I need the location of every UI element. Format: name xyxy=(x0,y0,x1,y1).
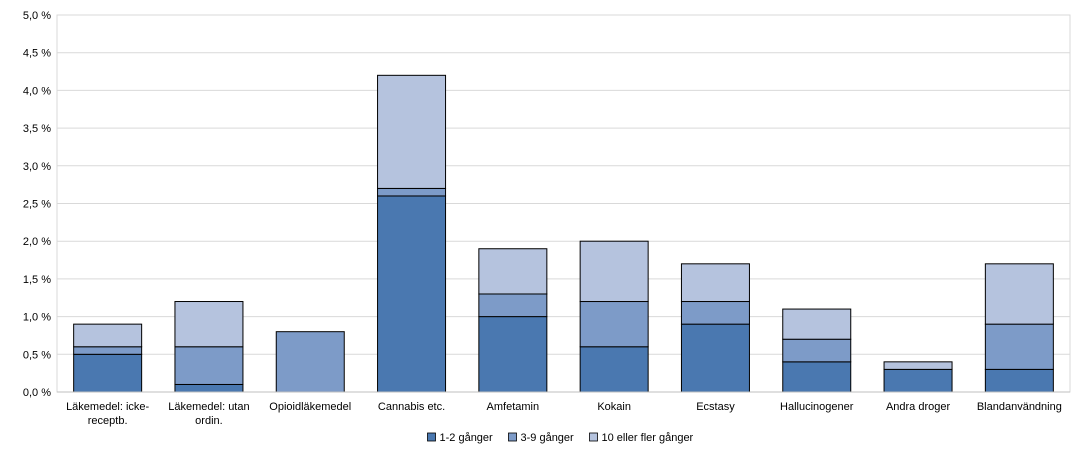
bar-segment-1 xyxy=(478,316,548,393)
legend-swatch xyxy=(427,432,436,442)
bar-segment-2 xyxy=(984,323,1054,370)
legend: 1-2 gånger 3-9 gånger 10 eller fler gånger xyxy=(427,432,694,444)
bar-segment-3 xyxy=(73,323,143,348)
y-tick-label: 1,5 % xyxy=(23,274,51,286)
x-category-label-line: receptb. xyxy=(88,415,128,427)
legend-label: 10 eller fler gånger xyxy=(602,432,694,444)
legend-swatch xyxy=(589,432,598,442)
x-category-label: Läkemedel: utan ordin. xyxy=(168,401,249,427)
x-category-label: Blandanvändning xyxy=(977,401,1062,413)
bar-segment-3 xyxy=(377,74,447,189)
bar-segment-2 xyxy=(73,346,143,355)
bar-segment-1 xyxy=(680,323,750,393)
x-category-label-line: ordin. xyxy=(195,415,223,427)
legend-swatch xyxy=(508,432,517,442)
x-category-label: Amfetamin xyxy=(487,401,540,413)
bar-segment-1 xyxy=(73,353,143,393)
bar-segment-3 xyxy=(579,240,649,303)
x-category-label-line: Amfetamin xyxy=(487,401,540,413)
bar-segment-1 xyxy=(579,346,649,393)
x-category-label-line: Kokain xyxy=(597,401,631,413)
x-category-label-line: Andra droger xyxy=(886,401,951,413)
x-category-label-line: Läkemedel: utan xyxy=(168,401,249,413)
x-category-label: Läkemedel: icke-receptb. xyxy=(66,401,149,427)
y-tick-label: 4,5 % xyxy=(23,48,51,60)
bar-segment-2 xyxy=(478,293,548,318)
legend-label: 1-2 gånger xyxy=(440,432,494,444)
y-tick-label: 0,5 % xyxy=(23,349,51,361)
bar-segment-2 xyxy=(377,187,447,197)
y-tick-label: 4,0 % xyxy=(23,85,51,97)
bar-segment-1 xyxy=(782,361,852,393)
x-category-label-line: Läkemedel: icke- xyxy=(66,401,149,413)
bar-segment-1 xyxy=(883,368,953,393)
x-category-label: Kokain xyxy=(597,401,631,413)
bar-segment-3 xyxy=(883,361,953,370)
bar-segment-2 xyxy=(579,301,649,348)
bar-segment-3 xyxy=(984,263,1054,325)
bar-segment-3 xyxy=(174,301,244,348)
y-tick-label: 2,5 % xyxy=(23,199,51,211)
legend-label: 3-9 gånger xyxy=(521,432,575,444)
x-category-label-line: Cannabis etc. xyxy=(378,401,445,413)
bar-segment-3 xyxy=(680,263,750,303)
x-category-label: Hallucinogener xyxy=(780,401,854,413)
y-tick-label: 1,0 % xyxy=(23,312,51,324)
bar-segment-2 xyxy=(174,346,244,385)
bar-segment-2 xyxy=(275,331,345,393)
bar-segment-3 xyxy=(478,248,548,295)
bar-segment-1 xyxy=(984,368,1054,393)
y-tick-label: 5,0 % xyxy=(23,10,51,22)
x-category-label: Ecstasy xyxy=(696,401,735,413)
y-tick-label: 3,0 % xyxy=(23,161,51,173)
x-category-label: Cannabis etc. xyxy=(378,401,445,413)
bar-segment-1 xyxy=(377,195,447,393)
x-category-label-line: Opioidläkemedel xyxy=(269,401,351,413)
x-category-label-line: Blandanvändning xyxy=(977,401,1062,413)
x-category-label-line: Hallucinogener xyxy=(780,401,854,413)
y-tick-label: 2,0 % xyxy=(23,236,51,248)
bar-segment-1 xyxy=(174,383,244,393)
x-category-label: Opioidläkemedel xyxy=(269,401,351,413)
x-category-label-line: Ecstasy xyxy=(696,401,735,413)
bar-segment-2 xyxy=(782,338,852,363)
x-category-label: Andra droger xyxy=(886,401,951,413)
y-tick-label: 3,5 % xyxy=(23,123,51,135)
y-tick-label: 0,0 % xyxy=(23,387,51,399)
bar-segment-2 xyxy=(680,301,750,325)
bar-segment-3 xyxy=(782,308,852,340)
